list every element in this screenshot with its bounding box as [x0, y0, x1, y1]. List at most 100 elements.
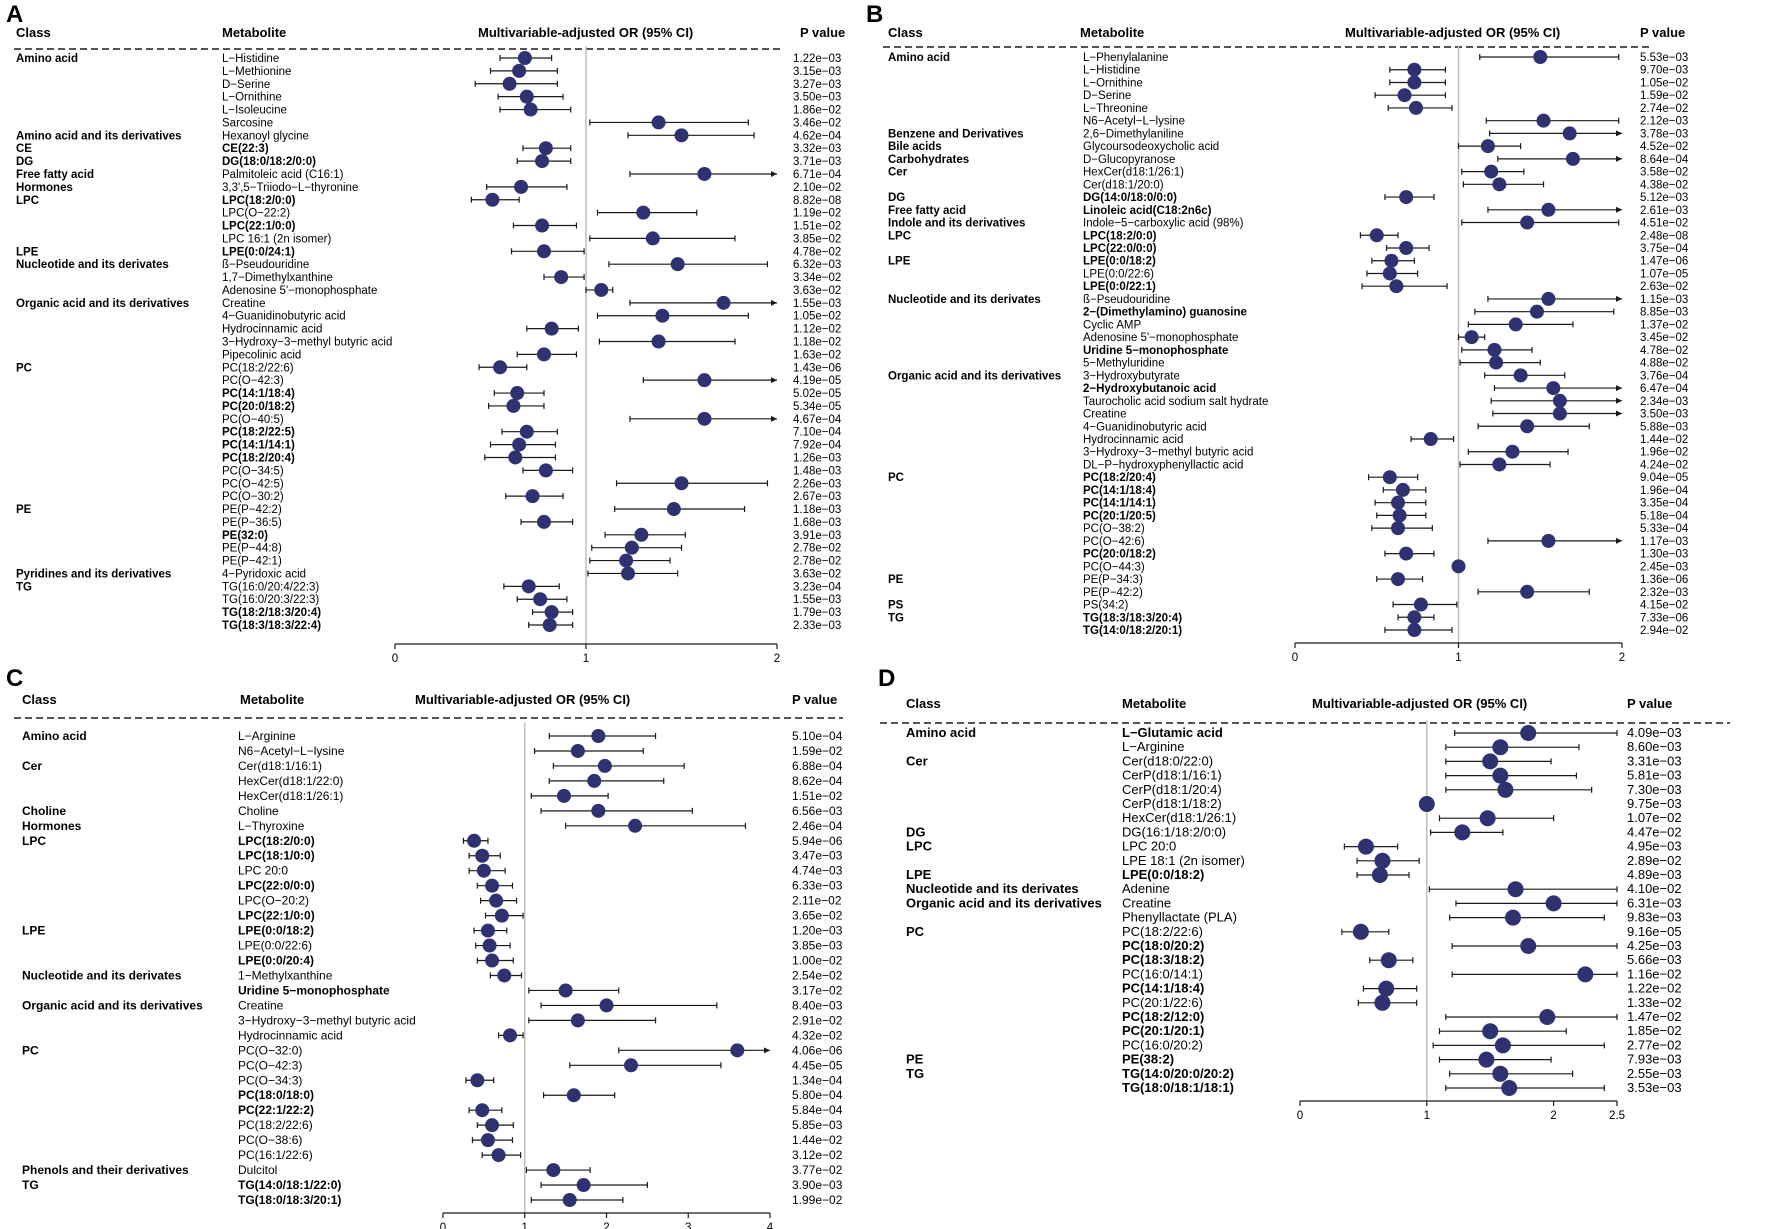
row-p-value: 9.04e−05 — [1640, 472, 1688, 484]
table-row: Adenosine 5'−monophosphate 3.63e−02 — [222, 282, 841, 297]
row-class: Amino acid — [888, 52, 950, 64]
row-class: Nucleotide and its derivates — [888, 294, 1041, 306]
row-p-value: 1.00e−02 — [792, 954, 843, 968]
row-metabolite: PC(16:0/20:2) — [1122, 1037, 1203, 1052]
row-metabolite: Palmitoleic acid (C16:1) — [222, 169, 344, 181]
row-p-value: 4.09e−03 — [1627, 725, 1682, 740]
table-row: Pipecolinic acid 1.63e−02 — [222, 347, 841, 362]
row-metabolite: LPE(0:0/18:2) — [1122, 867, 1204, 882]
row-metabolite: PC(18:2/22:6) — [1122, 924, 1203, 939]
row-p-value: 3.58e−02 — [1640, 167, 1688, 179]
header-p-value: P value — [800, 25, 845, 40]
table-row: Amino acid L−Glutamic acid 4.09e−03 — [906, 725, 1682, 741]
or-point — [1497, 781, 1514, 798]
row-p-value: 2.45e−03 — [1640, 561, 1688, 573]
header-or: Multivariable-adjusted OR (95% CI) — [1312, 696, 1527, 711]
row-p-value: 4.51e−02 — [1640, 218, 1688, 230]
row-p-value: 2.91e−02 — [792, 1013, 843, 1027]
row-p-value: 3.63e−02 — [793, 568, 841, 580]
row-p-value: 4.78e−02 — [793, 246, 841, 258]
row-class: PC — [22, 1043, 39, 1057]
table-row: PC(20:1/20:5) 5.18e−04 — [1083, 508, 1689, 523]
table-row: 1,7−Dimethylxanthine 3.34e−02 — [222, 270, 841, 285]
row-metabolite: Taurocholic acid sodium salt hydrate — [1083, 396, 1268, 408]
table-row: LPC 20:0 4.74e−03 — [238, 863, 843, 878]
table-row: PC(O−44:3) 2.45e−03 — [1083, 559, 1688, 574]
or-point — [591, 729, 606, 743]
ci-arrow — [764, 1047, 770, 1054]
table-row: TG(18:2/18:3/20:4) 1.79e−03 — [222, 605, 841, 620]
row-metabolite: LPE(0:0/22:6) — [238, 939, 312, 953]
or-point — [576, 1178, 591, 1193]
table-row: PC(O−42:6) 1.17e−03 — [1083, 533, 1688, 548]
table-row: 4−Guanidinobutyric acid 1.05e−02 — [222, 308, 841, 323]
row-metabolite: N6−Acetyl−L−lysine — [238, 744, 345, 758]
row-p-value: 3.63e−02 — [793, 285, 841, 297]
row-p-value: 1.86e−02 — [793, 105, 841, 117]
row-metabolite: DG(18:0/18:2/0:0) — [222, 156, 316, 168]
table-row: 3−Hydroxy−3−methyl butyric acid 1.96e−02 — [1083, 444, 1688, 459]
table-row: PE(P−42:1) 2.78e−02 — [222, 553, 841, 568]
table-row: Free fatty acid Palmitoleic acid (C16:1) 6… — [16, 166, 842, 181]
row-p-value: 8.85e−03 — [1640, 307, 1688, 319]
row-p-value: 3.85e−03 — [792, 939, 843, 953]
row-metabolite: Adenosine 5'−monophosphate — [222, 285, 377, 297]
table-row: PC(O−42:5) 2.26e−03 — [222, 476, 841, 491]
row-p-value: 2.33e−03 — [793, 620, 841, 632]
row-p-value: 1.63e−02 — [793, 349, 841, 361]
row-p-value: 1.99e−02 — [792, 1193, 843, 1207]
row-metabolite: PC(20:1/20:5) — [1083, 510, 1156, 522]
or-point — [597, 758, 612, 773]
header-or: Multivariable-adjusted OR (95% CI) — [415, 692, 630, 707]
row-p-value: 1.68e−03 — [793, 517, 841, 529]
row-class: Indole and its derivatives — [888, 218, 1025, 230]
table-row: TG(16:0/20:3/22:3) 1.55e−03 — [222, 592, 841, 607]
row-metabolite: PC(14:1/14:1) — [222, 440, 295, 452]
row-p-value: 1.59e−02 — [1640, 90, 1688, 102]
row-metabolite: PC(20:0/18:2) — [222, 401, 295, 413]
x-tick-label: 2 — [774, 653, 780, 665]
row-metabolite: 5−Methyluridine — [1083, 358, 1165, 370]
row-class: Organic acid and its derivatives — [16, 298, 189, 310]
or-point — [1541, 202, 1556, 217]
x-tick-label: 2 — [603, 1222, 609, 1229]
or-point — [1541, 533, 1556, 548]
table-row: LPE(0:0/22:6) 1.07e−05 — [1083, 266, 1688, 281]
row-metabolite: PC(14:1/18:4) — [1083, 485, 1156, 497]
table-row: PE PE(38:2) 7.93e−03 — [906, 1051, 1682, 1068]
row-metabolite: LPC 16:1 (2n isomer) — [222, 233, 331, 245]
table-row: D−Serine 1.59e−02 — [1083, 88, 1688, 103]
row-metabolite: TG(14:0/20:0/20:2) — [1122, 1066, 1234, 1081]
or-point — [1374, 852, 1391, 869]
row-p-value: 1.18e−02 — [793, 337, 841, 349]
ci-arrow — [1616, 397, 1622, 404]
or-point — [1423, 432, 1438, 446]
table-row: PC(O−38:2) 5.33e−04 — [1083, 521, 1689, 536]
or-point — [655, 308, 670, 323]
table-row: Organic acid and its derivatives Creatine… — [16, 295, 841, 310]
table-row: CerP(d18:1/16:1) 5.81e−03 — [1122, 767, 1682, 784]
row-p-value: 1.47e−02 — [1627, 1009, 1682, 1024]
table-row: CE CE(22:3) 3.32e−03 — [16, 141, 841, 156]
table-row: LPE LPE(0:0/18:2) 4.89e−03 — [906, 867, 1682, 883]
or-point — [619, 553, 634, 568]
or-point — [1391, 495, 1406, 510]
row-p-value: 2.77e−02 — [1627, 1037, 1682, 1052]
or-point — [1407, 623, 1422, 637]
or-point — [1413, 597, 1428, 612]
or-point — [1399, 241, 1414, 255]
or-point — [1487, 342, 1502, 357]
row-p-value: 2.78e−02 — [793, 556, 841, 568]
table-row: PC PC(18:2/22:6) 9.16e−05 — [906, 923, 1682, 940]
header-p-value: P value — [792, 692, 837, 707]
header-metabolite: Metabolite — [1080, 25, 1144, 40]
or-point — [1505, 909, 1522, 926]
table-row: TG(18:0/18:1/18:1) 3.53e−03 — [1122, 1080, 1682, 1096]
or-point — [1407, 75, 1422, 90]
row-metabolite: LPE(0:0/18:2) — [1083, 256, 1156, 268]
row-p-value: 1.34e−04 — [792, 1073, 843, 1087]
row-metabolite: L−Histidine — [222, 53, 279, 65]
table-row: PC(20:0/18:2) 1.30e−03 — [1083, 546, 1688, 561]
row-metabolite: PC(14:1/18:4) — [222, 388, 295, 400]
or-point — [1480, 139, 1495, 154]
